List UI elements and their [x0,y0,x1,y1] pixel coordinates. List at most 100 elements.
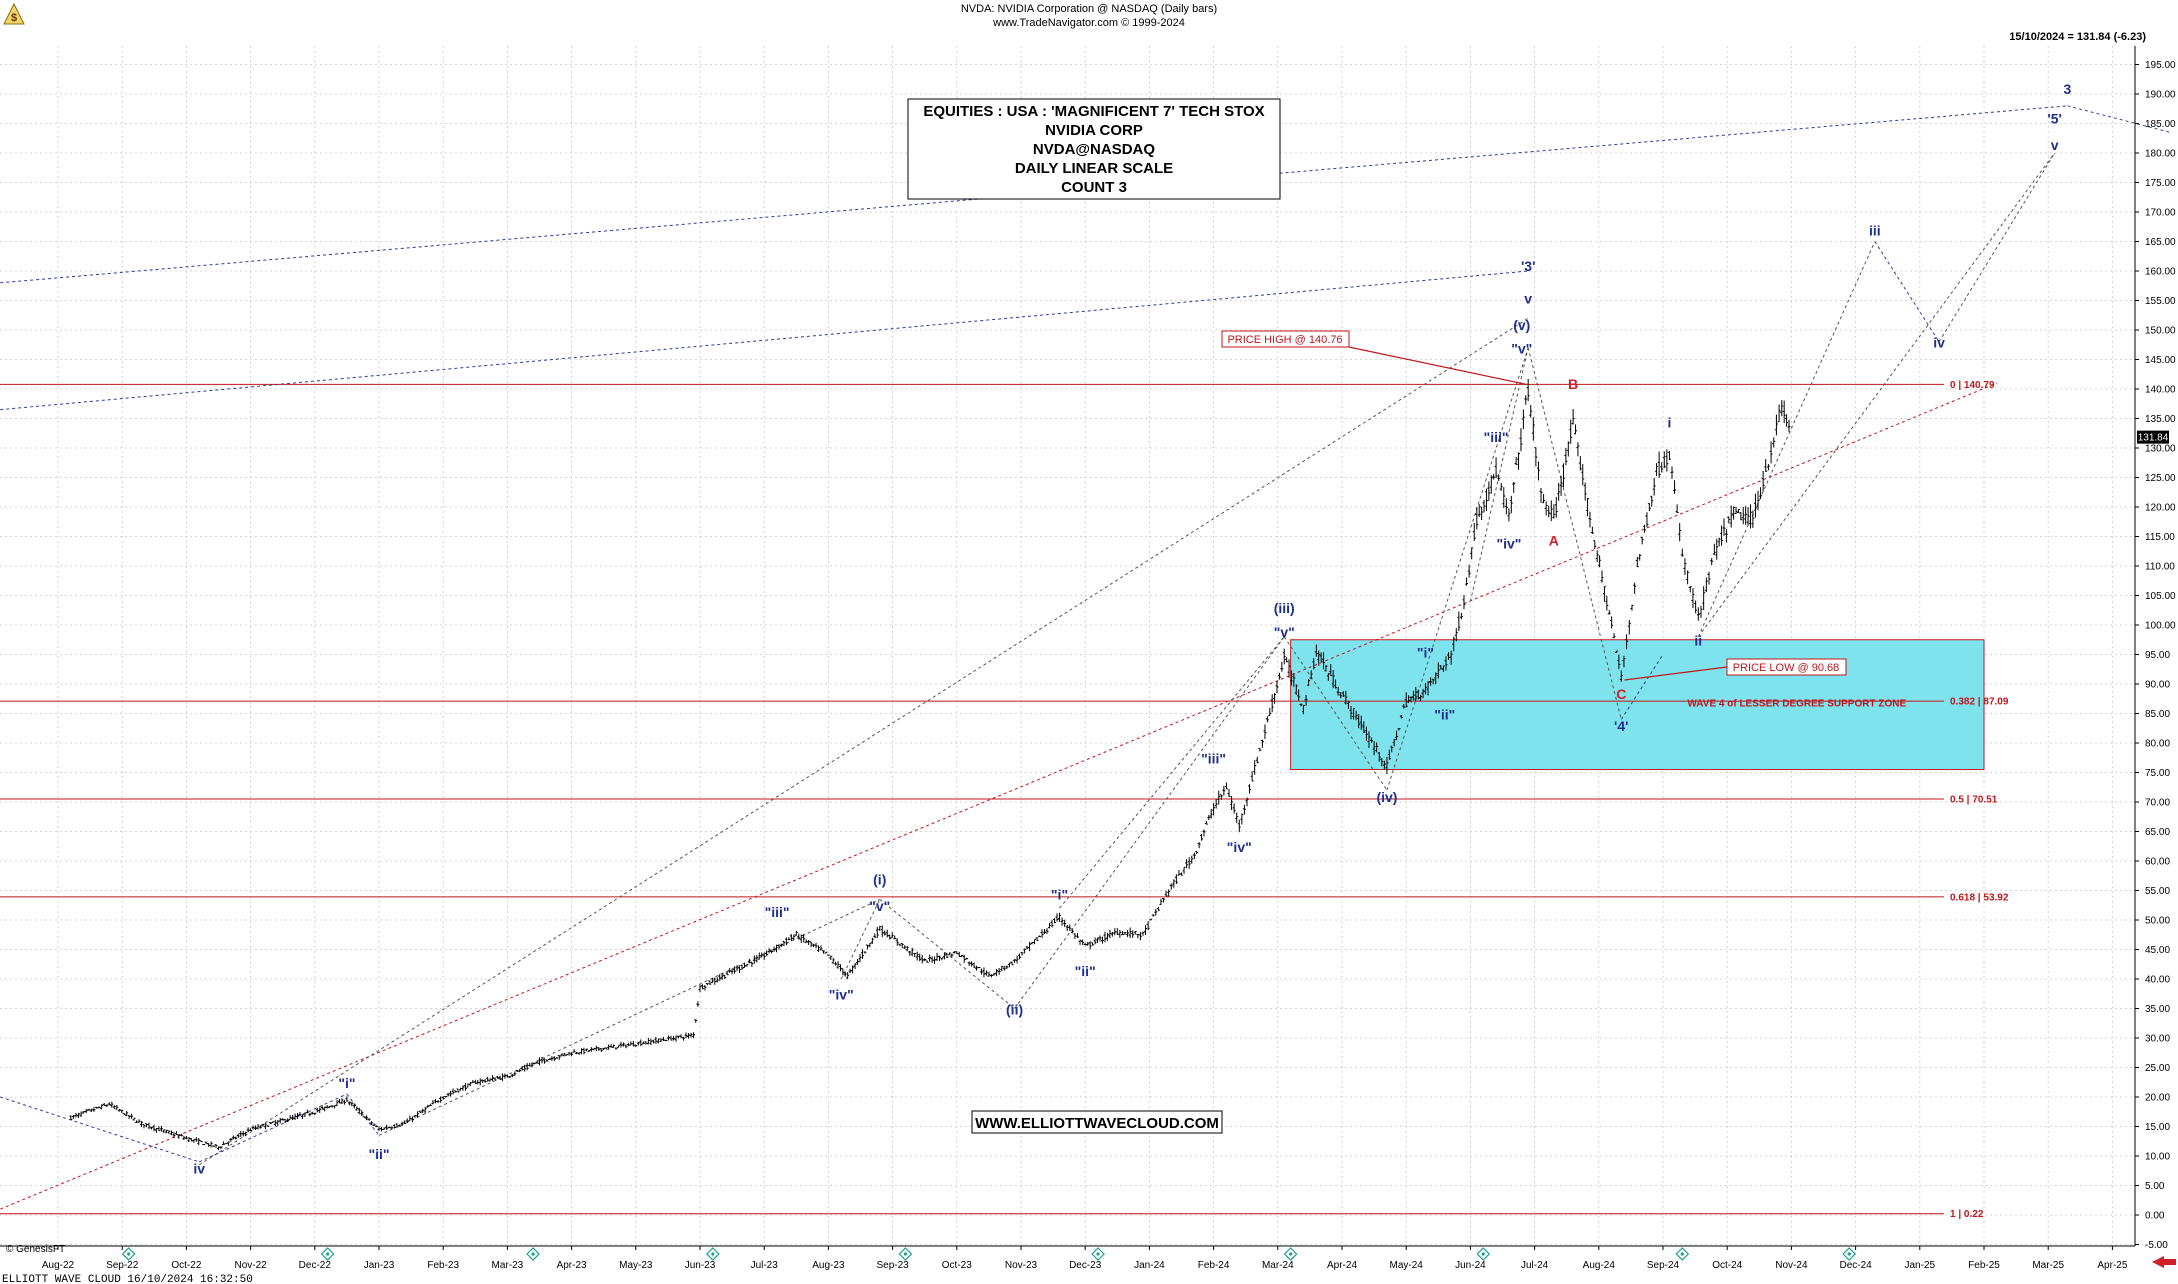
scroll-arrow-icon[interactable] [2152,1256,2176,1268]
price-bar [705,983,709,986]
price-bar [1566,441,1570,457]
wave-label: A [1549,532,1559,548]
price-bar [797,933,801,940]
y-tick-label: 110.00 [2145,562,2175,573]
price-bar [1602,586,1606,602]
price-bar [898,943,902,946]
price-bar [1385,756,1389,774]
price-bar [1341,691,1345,697]
x-tick-label: Aug-23 [812,1260,845,1271]
wave-label: "i" [1417,644,1434,660]
price-bar [219,1146,223,1150]
price-bar [1678,523,1682,542]
price-bar [1492,473,1496,480]
price-bar [784,937,788,946]
price-bar [787,937,791,941]
price-bar [621,1042,625,1047]
price-bar [538,1057,541,1066]
price-bar [120,1109,124,1113]
price-bar [865,944,869,950]
price-bar [1729,505,1733,528]
y-tick-label: 25.00 [2145,1063,2170,1074]
price-bar [1547,505,1551,518]
price-bar [74,1112,78,1118]
price-bar [888,934,892,940]
price-bar [669,1035,673,1041]
price-bar [142,1123,146,1129]
y-tick-label: 180.00 [2145,149,2176,160]
price-bar [698,984,702,993]
price-bar [535,1061,539,1065]
price-bar [557,1055,561,1060]
wave-path-line [1874,241,1940,343]
y-tick-label: 80.00 [2145,739,2170,750]
price-bar [972,962,976,969]
price-bar [1299,703,1303,707]
price-bar [890,932,894,938]
price-bar [631,1040,635,1047]
price-bar [1098,935,1102,942]
price-bar [441,1095,445,1100]
wave-path-line [1014,636,1285,1009]
price-bar [1736,508,1740,514]
y-tick-label: 55.00 [2145,886,2170,897]
price-bar [1598,555,1602,568]
price-bar [1732,506,1736,520]
price-bar [923,958,927,962]
price-bar [525,1063,529,1071]
price-bar [982,967,986,978]
price-bar [868,942,872,948]
y-tick-label: 155.00 [2145,296,2176,307]
y-tick-label: 185.00 [2145,119,2176,130]
price-bar [843,971,847,977]
price-bar [584,1048,588,1052]
price-bar [1670,466,1674,479]
price-bar [920,954,924,964]
price-bar [1370,737,1374,743]
price-bar [893,935,897,940]
price-bar [446,1092,450,1097]
price-bar [950,953,954,958]
price-bar [496,1075,500,1079]
price-bar [826,954,830,956]
price-bar [1352,708,1356,720]
wave-path-line [1697,241,1876,638]
price-bar [518,1068,522,1073]
price-bar [802,934,806,943]
price-bar [1640,536,1644,545]
price-bar [1038,935,1042,938]
price-bar [1748,504,1752,529]
price-bar [873,933,877,939]
channel-lower-line [0,382,1998,1210]
price-bar [147,1122,151,1130]
price-bar [1780,399,1784,417]
price-bar [671,1036,675,1041]
price-bar [1217,790,1221,805]
price-bar [1078,939,1082,945]
price-bar [1459,612,1463,620]
event-diamond-icon [705,1247,720,1261]
price-bar [1680,548,1684,557]
price-bar [164,1129,168,1134]
price-bar [703,984,707,991]
wave-label: "v" [1511,341,1532,357]
price-bar [656,1038,660,1044]
y-tick-label: 35.00 [2145,1004,2170,1015]
price-bar [728,968,732,973]
price-bar [572,1049,576,1053]
price-bar [360,1110,364,1117]
price-bar [604,1047,608,1050]
wave-label: "ii" [368,1146,389,1162]
price-bar [821,950,825,954]
price-bar [405,1118,409,1123]
price-bar [878,925,882,931]
price-bar [431,1100,435,1105]
price-bar [1282,648,1286,665]
price-bar [1357,714,1361,729]
price-bar [1105,932,1109,941]
price-bar [271,1121,275,1124]
y-tick-label: 125.00 [2145,473,2176,484]
price-bar [426,1104,430,1108]
price-bar [105,1104,109,1107]
price-bar [870,937,874,944]
